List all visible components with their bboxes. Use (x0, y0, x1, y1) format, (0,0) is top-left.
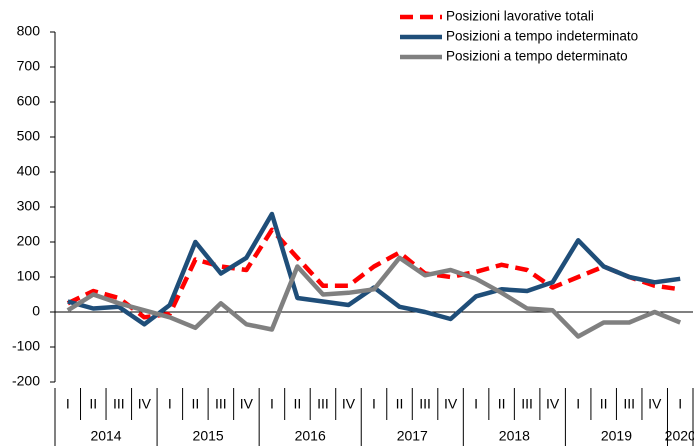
year-label: 2020 (665, 428, 694, 444)
x-tick-label: IV (546, 396, 560, 412)
x-tick-label: III (521, 396, 533, 412)
x-tick-label: II (294, 396, 302, 412)
series-line (66, 255, 682, 339)
x-tick-label: IV (342, 396, 356, 412)
x-tick-label: II (600, 396, 608, 412)
y-tick-label: -200 (12, 373, 40, 389)
x-tick-label: III (317, 396, 329, 412)
year-label: 2019 (601, 428, 632, 444)
year-label: 2018 (499, 428, 530, 444)
x-tick-label: III (113, 396, 125, 412)
x-tick-label: II (191, 396, 199, 412)
x-tick-label: IV (648, 396, 662, 412)
x-tick-label: II (498, 396, 506, 412)
legend-label: Posizioni lavorative totali (446, 9, 594, 24)
legend-label: Posizioni a tempo determinato (446, 49, 628, 64)
x-tick-label: I (678, 396, 682, 412)
series-line (66, 227, 681, 320)
y-tick-label: 500 (17, 128, 41, 144)
x-tick-label: IV (138, 396, 152, 412)
x-tick-label: II (89, 396, 97, 412)
x-tick-label: IV (240, 396, 254, 412)
x-tick-label: I (372, 396, 376, 412)
x-tick-label: II (396, 396, 404, 412)
year-label: 2017 (397, 428, 428, 444)
legend-label: Posizioni a tempo indeterminato (446, 29, 638, 44)
x-tick-label: I (576, 396, 580, 412)
year-label: 2016 (295, 428, 326, 444)
x-tick-label: I (66, 396, 70, 412)
x-tick-label: I (168, 396, 172, 412)
y-tick-label: 600 (17, 93, 41, 109)
y-tick-label: 0 (32, 303, 40, 319)
y-tick-label: 400 (17, 163, 41, 179)
y-tick-label: 100 (17, 268, 41, 284)
y-tick-label: 200 (17, 233, 41, 249)
x-tick-label: III (215, 396, 227, 412)
y-tick-label: 700 (17, 58, 41, 74)
year-label: 2014 (90, 428, 121, 444)
y-tick-label: 300 (17, 198, 41, 214)
x-tick-label: I (270, 396, 274, 412)
x-tick-label: III (623, 396, 635, 412)
y-tick-label: -100 (12, 338, 40, 354)
year-label: 2015 (193, 428, 224, 444)
x-tick-label: I (474, 396, 478, 412)
x-tick-label: IV (444, 396, 458, 412)
x-tick-label: III (419, 396, 431, 412)
y-tick-label: 800 (17, 23, 41, 39)
